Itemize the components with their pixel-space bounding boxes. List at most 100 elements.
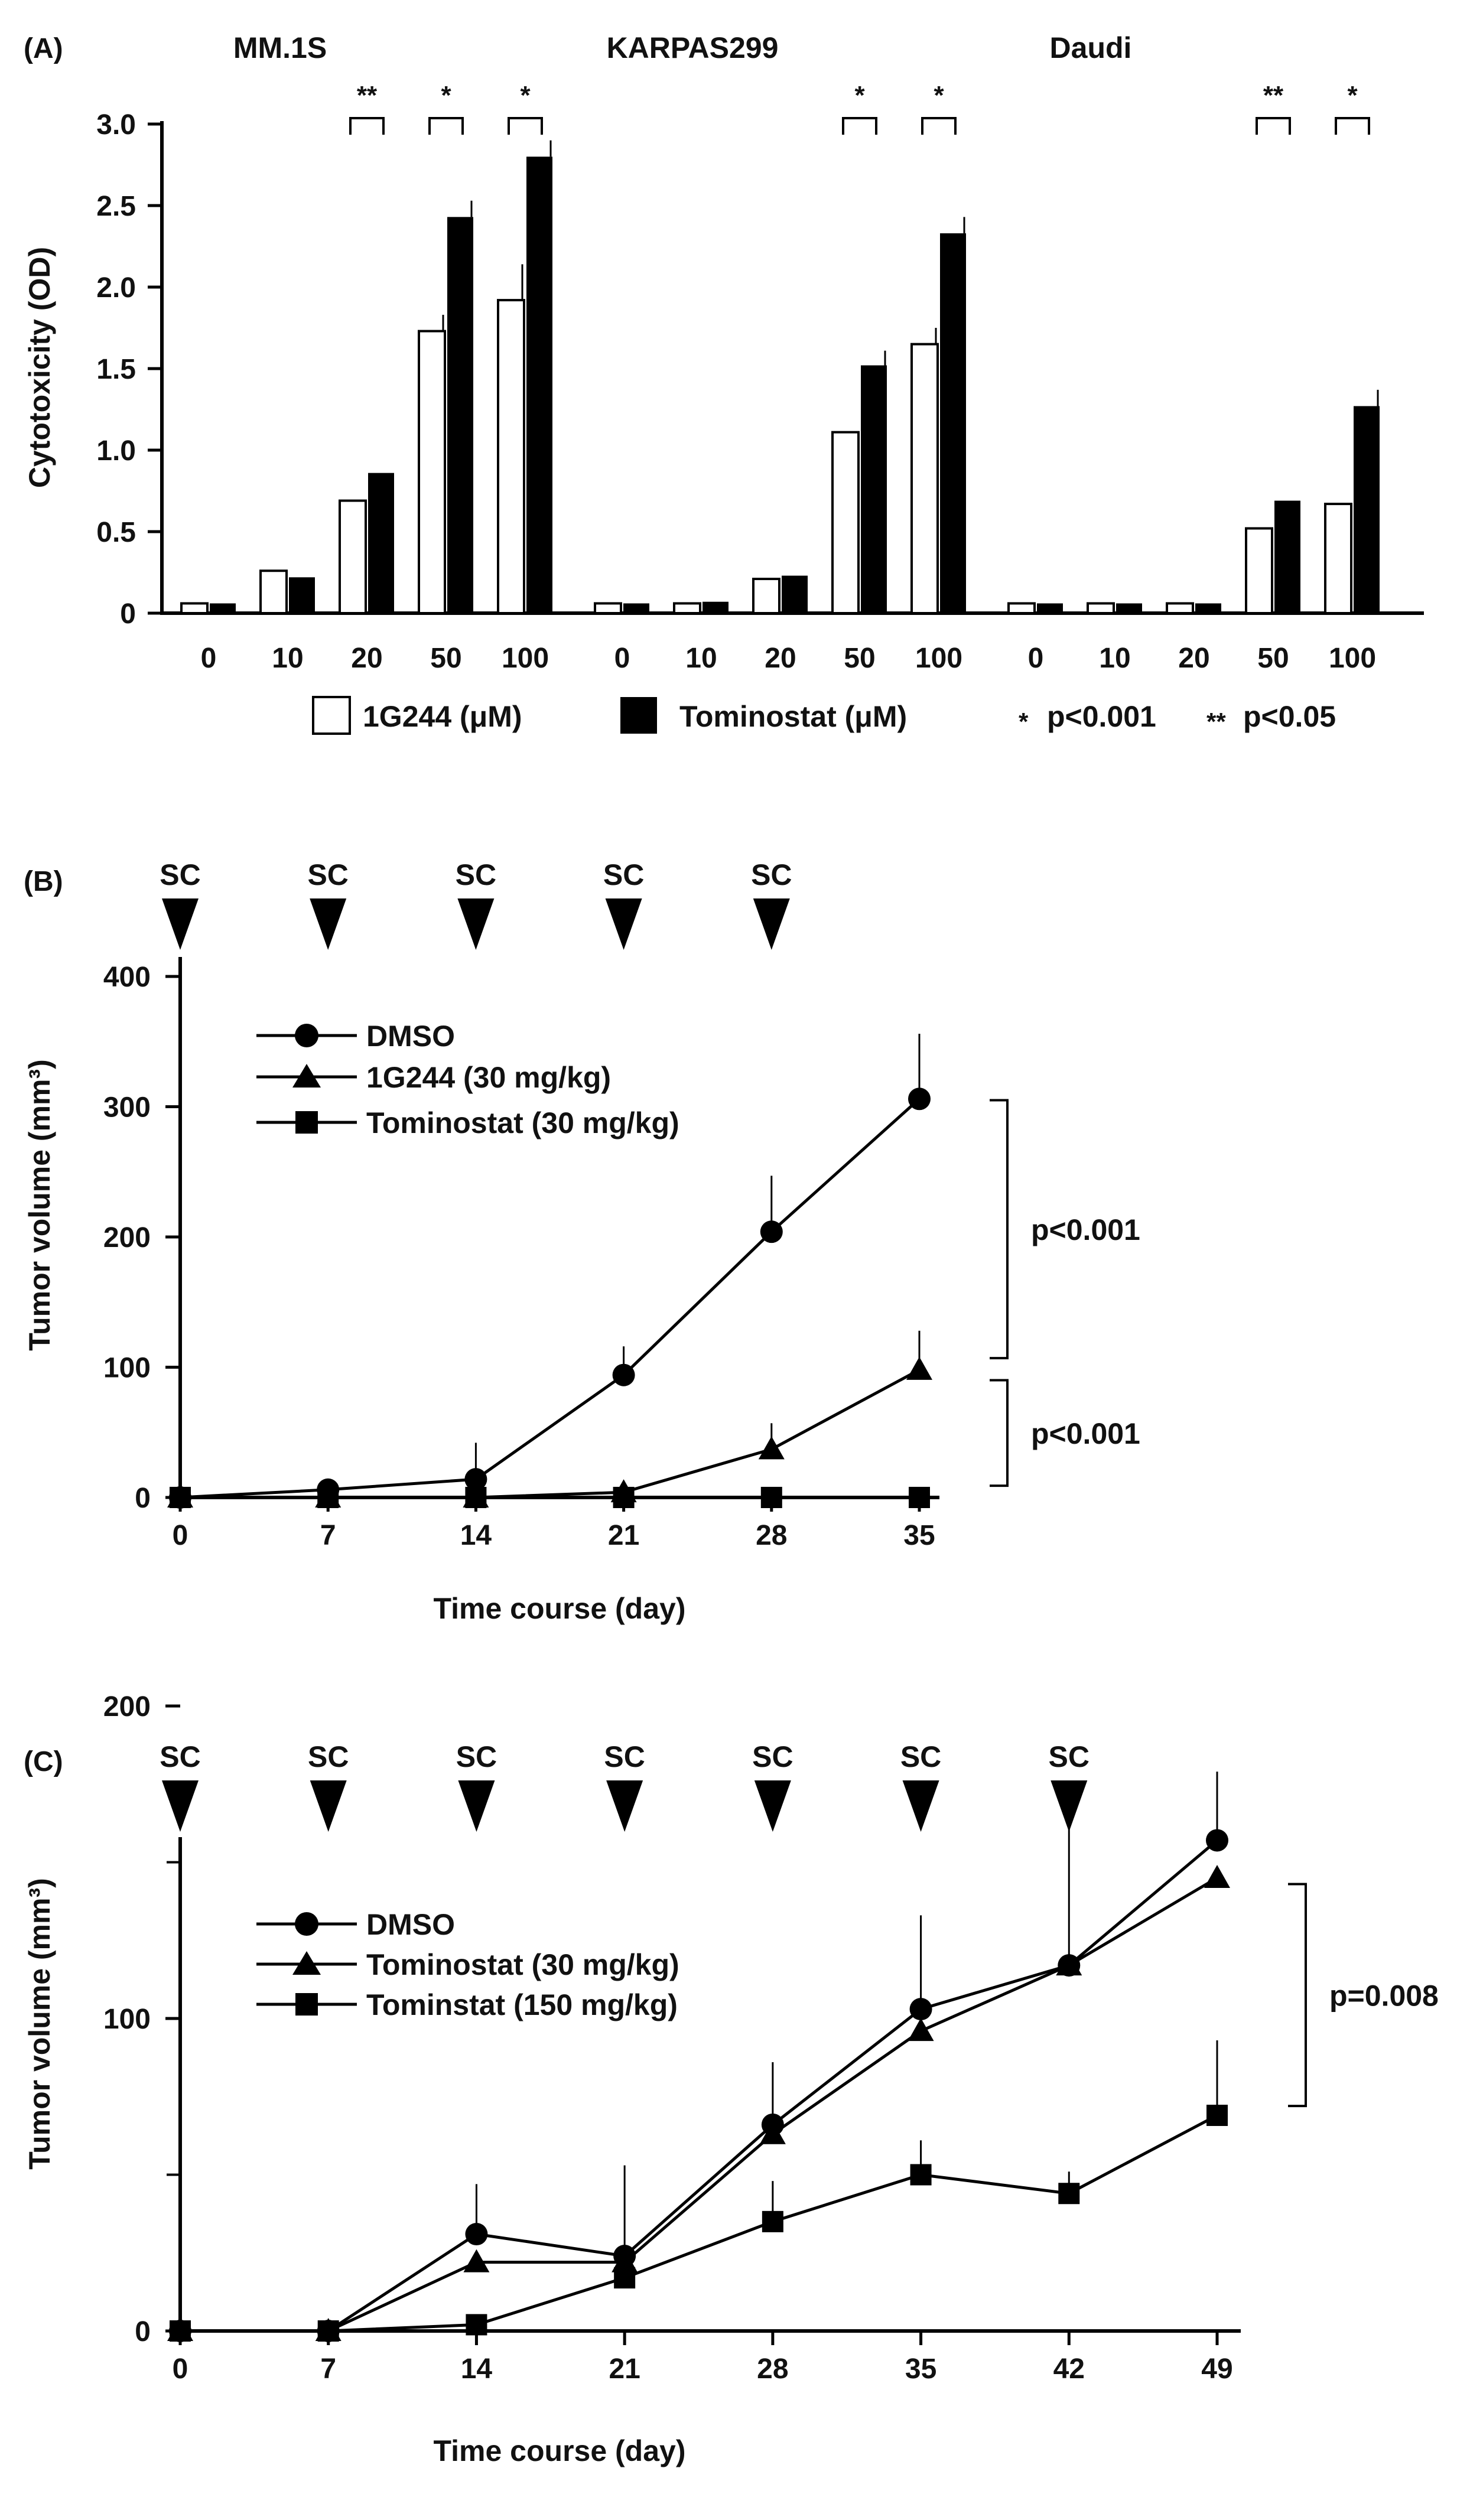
legend-b-marker-tominostat [295, 1111, 318, 1134]
bar-tominostat [940, 233, 966, 613]
y-axis-label-a: Cytotoxicity (OD) [23, 247, 56, 488]
data-point-circle [465, 2223, 488, 2246]
y-tick-label: 100 [103, 1353, 151, 1384]
significance-marker: * [854, 81, 865, 110]
x-tick-label-a: 20 [1178, 643, 1209, 674]
bar-tominostat [623, 603, 649, 613]
x-tick-label: 35 [903, 1520, 935, 1551]
legend-b-marker-dmso [295, 1024, 318, 1047]
x-tick-label: 21 [608, 1520, 639, 1551]
x-tick-label-a: 20 [765, 643, 796, 674]
p-value-label: p=0.008 [1329, 1979, 1439, 2012]
data-point-circle [760, 1220, 783, 1243]
series-square [170, 1487, 930, 1508]
significance-bracket [921, 117, 957, 135]
bar-1g244 [1166, 602, 1194, 615]
significance-marker: * [934, 81, 944, 110]
data-point-square [762, 2210, 783, 2232]
x-tick-label-a: 10 [1099, 643, 1130, 674]
bar-tominostat [1274, 500, 1300, 613]
dosing-arrow [1051, 1780, 1088, 1832]
panel-a-label: (A) [24, 33, 63, 64]
panel-c: (C) SC SC SC SC SC SC SC Tumor volume (mm³) 0 1… [23, 1691, 1439, 2467]
x-tick-label: 0 [173, 2353, 188, 2385]
x-tick-label: 0 [173, 1520, 188, 1551]
x-tick-label: 35 [905, 2353, 936, 2385]
x-tick-label-a: 0 [1028, 643, 1044, 674]
data-point-square [614, 2267, 636, 2289]
x-tick-label: 28 [756, 1520, 787, 1551]
y-axis-label-b: Tumor volume (mm³) [23, 1059, 56, 1351]
y-tick-label-a: 1.0 [96, 435, 136, 467]
group-title-karpas299: KARPAS299 [607, 31, 779, 64]
x-tick-label: 49 [1201, 2353, 1232, 2385]
data-point-square [1058, 2183, 1080, 2205]
legend-star1-label: p<0.001 [1047, 700, 1156, 733]
bar-group-2: 0 10 20 50 ** 100 * [1007, 81, 1380, 674]
panel-b-label: (B) [24, 866, 63, 897]
dosing-label: SC [456, 858, 496, 891]
data-point-circle [908, 1088, 931, 1111]
data-point-square [613, 1487, 635, 1508]
bar-1g244 [1245, 527, 1273, 614]
x-tick-label: 7 [320, 2353, 336, 2385]
p-value-label: p<0.001 [1031, 1213, 1140, 1246]
dosing-arrow [162, 898, 199, 950]
dosing-label: SC [603, 858, 644, 891]
data-point-square [760, 1487, 782, 1508]
data-point-circle [612, 1363, 635, 1386]
bar-1g244 [339, 499, 367, 614]
bar-tominostat [526, 157, 552, 613]
significance-marker: ** [1263, 81, 1284, 110]
significance-bracket [1288, 1883, 1307, 2108]
bar-1g244 [180, 602, 209, 615]
dosing-arrow [605, 898, 642, 950]
bar-tominostat [210, 603, 236, 613]
y-tick-label-a: 0 [120, 598, 136, 630]
legend-filled-label: Tominostat (μM) [679, 700, 907, 733]
dosing-label: SC [1049, 1740, 1090, 1773]
y-tick-label-a: 0.5 [96, 517, 136, 548]
bar-1g244 [418, 330, 446, 615]
series-line [180, 1876, 1218, 2333]
legend-b-label-1g244: 1G244 (30 mg/kg) [366, 1061, 611, 1094]
legend-open-swatch [312, 696, 351, 735]
dosing-arrow [310, 898, 347, 950]
significance-bracket [428, 117, 464, 135]
panel-c-label: (C) [24, 1746, 63, 1777]
significance-bracket [508, 117, 543, 135]
series-square [170, 2040, 1228, 2342]
legend-b-marker-1g244 [292, 1064, 321, 1088]
data-point-square [170, 2320, 191, 2342]
data-point-square [1206, 2104, 1228, 2126]
bar-tominostat [289, 577, 315, 613]
significance-bracket [1335, 117, 1370, 135]
data-point-square [317, 1487, 339, 1508]
bar-tominostat [1116, 603, 1142, 613]
panel-a: (A) MM.1S KARPAS299 Daudi Cytotoxicity (… [23, 31, 1424, 735]
data-point-square [909, 1487, 930, 1508]
dosing-arrow [162, 1780, 199, 1832]
series-line [180, 1839, 1218, 2333]
significance-marker: * [1347, 81, 1358, 110]
group-title-daudi: Daudi [1050, 31, 1132, 64]
significance-marker: * [520, 81, 531, 110]
bar-1g244 [673, 602, 701, 615]
dosing-arrow [606, 1780, 643, 1832]
legend-c-marker-dmso [295, 1912, 318, 1936]
significance-bracket [990, 1379, 1009, 1487]
legend-filled-swatch [620, 697, 657, 734]
dosing-label: SC [160, 1740, 200, 1773]
significance-bracket [349, 117, 385, 135]
legend-c-label-tomi30: Tominostat (30 mg/kg) [366, 1948, 679, 1981]
data-point-circle [1206, 1829, 1228, 1852]
group-title-mm1s: MM.1S [233, 31, 327, 64]
legend-star2-symbol: ** [1206, 708, 1226, 735]
y-tick-label: 200 [103, 1222, 151, 1254]
dosing-label: SC [751, 858, 792, 891]
series-line [180, 1098, 921, 1499]
x-tick-label-a: 10 [685, 643, 717, 674]
dosing-label: SC [307, 858, 348, 891]
x-tick-label: 42 [1053, 2353, 1085, 2385]
